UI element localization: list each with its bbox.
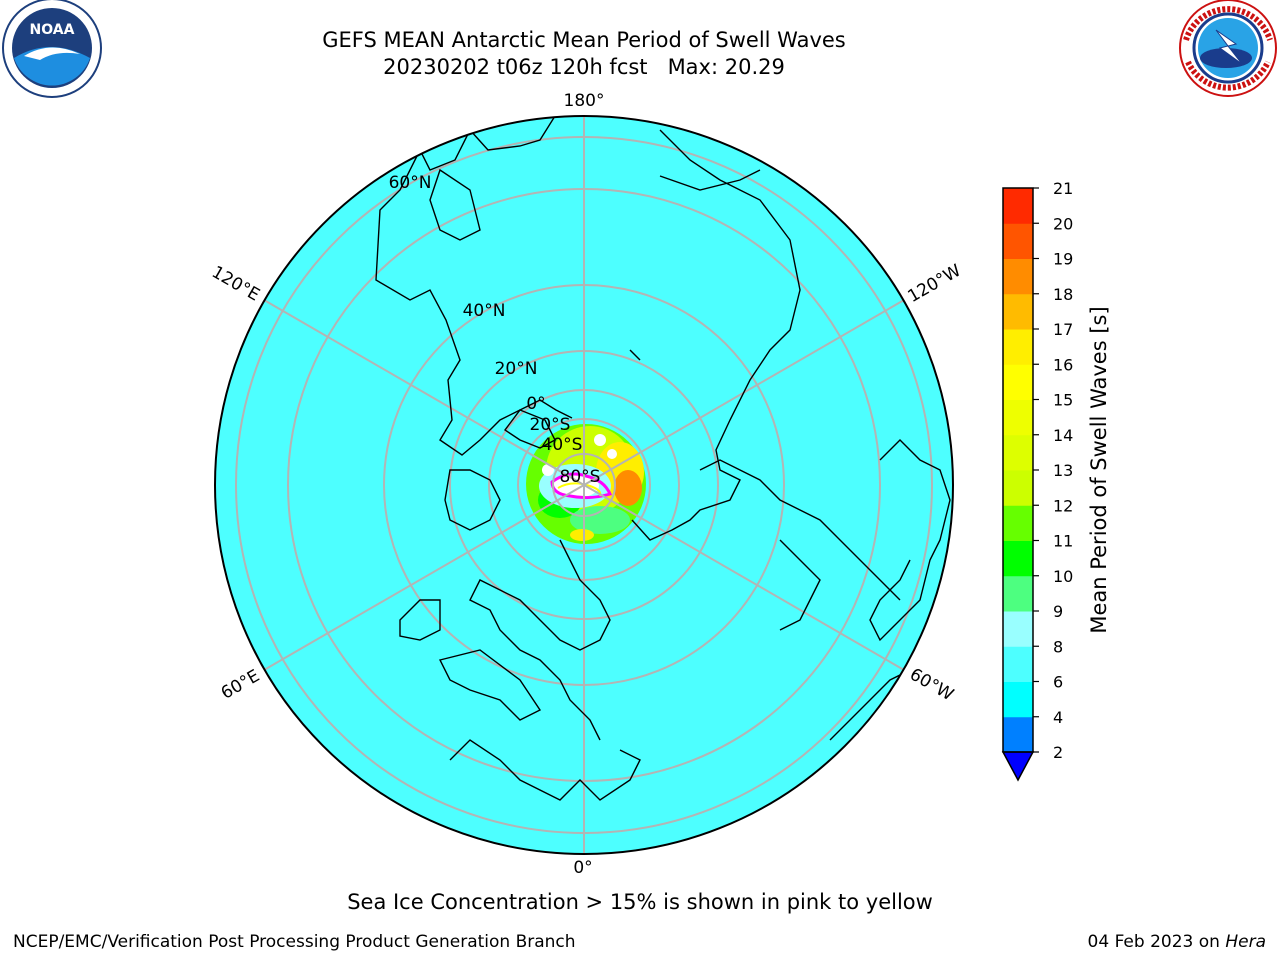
colorbar-band xyxy=(1003,611,1033,647)
footer-credit: NCEP/EMC/Verification Post Processing Pr… xyxy=(13,932,576,952)
colorbar-band xyxy=(1003,505,1033,541)
colorbar-tick-label: 2 xyxy=(1053,743,1063,762)
colorbar-tick-label: 12 xyxy=(1053,496,1073,515)
lat-label-80s: 80°S xyxy=(560,467,601,487)
colorbar-tick-label: 18 xyxy=(1053,285,1073,304)
colorbar-band xyxy=(1003,540,1033,577)
colorbar-band xyxy=(1003,470,1033,506)
colorbar-tick-label: 21 xyxy=(1053,179,1073,198)
footer-date: 04 Feb 2023 on Hera xyxy=(1088,932,1266,952)
map-boundary xyxy=(214,115,954,855)
sea-ice-caption: Sea Ice Concentration > 15% is shown in … xyxy=(347,890,933,914)
colorbar-tick-label: 16 xyxy=(1053,355,1073,374)
colorbar-extend-triangle xyxy=(1001,751,1035,782)
meridians xyxy=(263,116,905,854)
lon-label-60w: 60°W xyxy=(906,664,957,705)
footer-machine: Hera xyxy=(1225,932,1266,952)
colorbar-bands xyxy=(1003,188,1033,753)
colorbar-tick-label: 15 xyxy=(1053,391,1073,410)
lon-label-0: 0° xyxy=(573,858,592,878)
lat-label-20n: 20°N xyxy=(495,359,538,379)
footer-date-text: 04 Feb 2023 on xyxy=(1087,932,1226,952)
lat-label-60n: 60°N xyxy=(389,173,432,193)
lat-label-40s: 40°S xyxy=(542,435,583,455)
noaa-logo-text: NOAA xyxy=(30,22,75,38)
lat-label-40n: 40°N xyxy=(463,301,506,321)
colorbar-band xyxy=(1003,716,1033,753)
colorbar-band xyxy=(1003,258,1033,295)
lat-label-20s: 20°S xyxy=(530,415,571,435)
lon-label-120e: 120°E xyxy=(208,262,263,305)
map-title: GEFS MEAN Antarctic Mean Period of Swell… xyxy=(322,28,846,52)
colorbar-tick-label: 9 xyxy=(1053,602,1063,621)
colorbar-band xyxy=(1003,575,1033,612)
nws-logo xyxy=(1179,0,1277,97)
colorbar-band xyxy=(1003,681,1033,718)
colorbar-tick-label: 20 xyxy=(1053,214,1073,233)
colorbar: 2 4 6 8 9 10 11 12 13 14 15 16 17 18 19 20 21 Mean Perio… xyxy=(1001,179,1111,782)
colorbar-tick-label: 4 xyxy=(1053,708,1063,727)
colorbar-tick-label: 19 xyxy=(1053,250,1073,269)
colorbar-tick-label: 8 xyxy=(1053,637,1063,656)
colorbar-ticks: 2 4 6 8 9 10 11 12 13 14 15 16 17 18 19 20 21 xyxy=(1033,179,1073,762)
colorbar-band xyxy=(1003,364,1033,400)
colorbar-tick-label: 11 xyxy=(1053,532,1073,551)
colorbar-band xyxy=(1003,329,1033,365)
colorbar-band xyxy=(1003,434,1033,471)
lon-label-120w: 120°W xyxy=(904,261,964,307)
colorbar-tick-label: 6 xyxy=(1053,673,1063,692)
lon-label-180: 180° xyxy=(564,91,605,111)
lon-label-60e: 60°E xyxy=(218,666,263,704)
colorbar-band xyxy=(1003,293,1033,330)
colorbar-band xyxy=(1003,223,1033,259)
colorbar-band xyxy=(1003,646,1033,682)
colorbar-tick-label: 14 xyxy=(1053,426,1073,445)
lat-label-0: 0° xyxy=(526,394,545,414)
colorbar-band xyxy=(1003,188,1033,224)
map-subtitle: 20230202 t06z 120h fcst Max: 20.29 xyxy=(383,55,785,79)
noaa-logo: NOAA xyxy=(2,0,102,98)
colorbar-label: Mean Period of Swell Waves [s] xyxy=(1087,306,1111,633)
colorbar-tick-label: 13 xyxy=(1053,461,1073,480)
colorbar-tick-label: 17 xyxy=(1053,320,1073,339)
colorbar-tick-label: 10 xyxy=(1053,567,1073,586)
colorbar-band xyxy=(1003,399,1033,436)
